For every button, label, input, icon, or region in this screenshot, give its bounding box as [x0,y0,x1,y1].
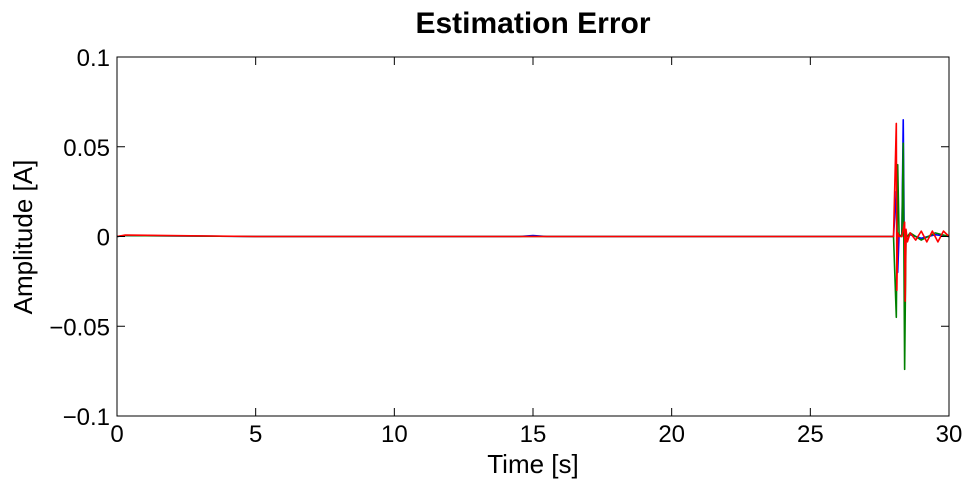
chart-title: Estimation Error [415,7,650,40]
y-tick-label: 0.1 [77,45,110,72]
series-line-3 [116,122,950,302]
x-tick-label: 20 [658,421,685,448]
x-axis-label: Time [s] [487,449,578,479]
y-axis-label: Amplitude [A] [8,160,38,315]
x-tick-label: 5 [249,421,262,448]
y-tick-label: −0.1 [63,404,110,431]
x-tick-label: 10 [381,421,408,448]
y-tick-label: −0.05 [49,314,110,341]
y-tick-label: 0.05 [63,135,110,162]
x-tick-label: 15 [520,421,547,448]
x-tick-label: 0 [110,421,123,448]
x-tick-label: 25 [797,421,824,448]
x-tick-label: 30 [936,421,963,448]
y-tick-label: 0 [97,225,110,252]
series-layer [116,119,950,371]
axes-layer: 0 5 10 15 20 25 30 0.1 0.05 0 −0.05 −0.1 [49,45,962,448]
